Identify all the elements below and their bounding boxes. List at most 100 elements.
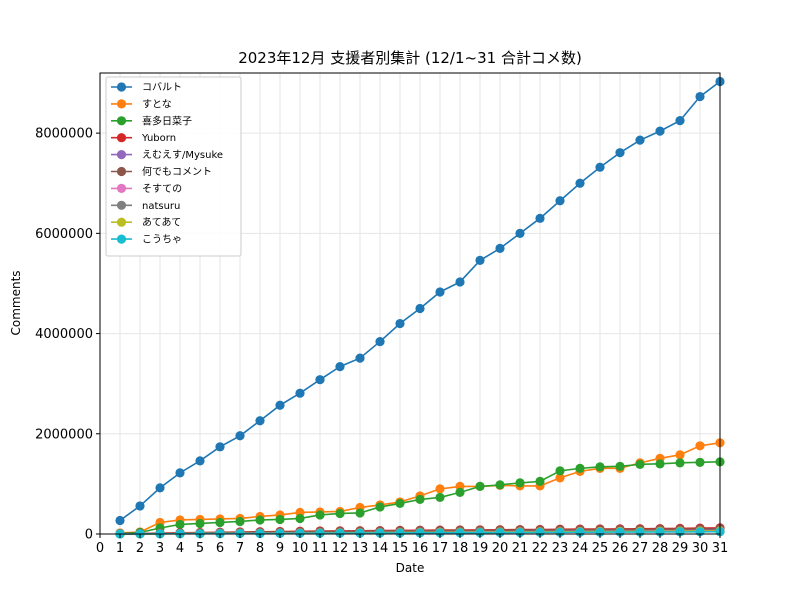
legend-label: こうちゃ [142, 234, 182, 246]
data-point [535, 213, 545, 223]
data-point [155, 483, 165, 493]
legend-entry: natsuru [111, 200, 180, 212]
data-point [195, 518, 205, 529]
data-point [355, 528, 365, 538]
data-point [435, 528, 445, 538]
data-point [695, 441, 705, 451]
data-point [135, 501, 145, 511]
x-tick-label: 26 [612, 541, 629, 556]
data-point [475, 481, 485, 491]
legend-label: すとな [142, 98, 172, 110]
x-tick-label: 9 [276, 541, 284, 556]
data-point [255, 528, 265, 539]
data-point [315, 528, 325, 538]
data-point [395, 498, 405, 509]
x-tick-label: 3 [156, 541, 164, 556]
legend-entry: えむえす/Mysuke [111, 149, 223, 161]
x-tick-label: 23 [552, 541, 569, 556]
data-point [315, 375, 325, 385]
x-tick-label: 8 [256, 541, 264, 556]
y-tick-label: 6000000 [35, 227, 93, 242]
data-point [535, 527, 545, 537]
data-point [495, 527, 505, 538]
legend-entry: あてあて [111, 217, 181, 229]
x-tick-label: 21 [512, 541, 529, 556]
data-point [215, 517, 225, 528]
data-point [655, 126, 665, 136]
data-point [515, 228, 525, 238]
data-point [555, 466, 565, 476]
data-point [375, 502, 385, 512]
y-axis-label: Comments [9, 270, 23, 335]
data-point [415, 528, 425, 538]
x-tick-label: 2 [136, 541, 144, 556]
data-point [495, 480, 505, 490]
legend-marker [116, 150, 127, 160]
x-tick-label: 28 [652, 541, 669, 556]
data-point [555, 473, 565, 483]
x-tick-label: 24 [572, 541, 589, 556]
legend-entry: そすての [111, 183, 182, 195]
legend-entry: 喜多日菜子 [111, 114, 192, 127]
y-tick-label: 4000000 [35, 327, 93, 342]
data-point [435, 492, 445, 503]
legend-marker [116, 116, 127, 126]
legend-label: 喜多日菜子 [142, 114, 192, 127]
x-tick-label: 27 [632, 541, 649, 556]
data-point [275, 400, 285, 410]
legend-label: あてあて [142, 217, 181, 229]
data-point [675, 116, 685, 126]
data-point [235, 431, 245, 441]
data-point [615, 148, 625, 158]
data-point [375, 336, 385, 347]
x-tick-label: 19 [472, 541, 489, 556]
data-point [535, 476, 545, 486]
data-point [435, 484, 445, 494]
data-point [515, 527, 525, 538]
data-point [595, 462, 605, 472]
legend-label: えむえす/Mysuke [142, 149, 223, 161]
data-point [335, 508, 345, 519]
x-tick-label: 14 [372, 541, 389, 556]
data-point [275, 514, 285, 525]
data-point [195, 456, 205, 466]
data-point [555, 196, 565, 206]
data-point [615, 461, 625, 471]
data-point [335, 362, 345, 372]
data-point [475, 255, 485, 266]
x-tick-label: 31 [712, 541, 729, 556]
data-point [295, 388, 305, 398]
legend-marker [116, 99, 127, 109]
data-point [635, 135, 645, 145]
x-tick-label: 29 [672, 541, 689, 556]
data-point [275, 528, 285, 538]
legend-marker [116, 234, 127, 244]
data-point [655, 459, 665, 469]
data-point [295, 528, 305, 538]
legend-marker [116, 82, 127, 92]
data-point [675, 458, 685, 468]
data-point [435, 287, 445, 297]
x-tick-label: 22 [532, 541, 549, 556]
y-tick-label: 8000000 [35, 127, 93, 142]
x-tick-label: 13 [352, 541, 369, 556]
data-point [115, 515, 125, 526]
data-point [475, 528, 485, 538]
data-point [375, 528, 385, 538]
data-point [575, 178, 585, 188]
legend-label: コバルト [142, 82, 182, 94]
data-point [575, 527, 585, 537]
x-tick-label: 16 [412, 541, 429, 556]
data-point [335, 528, 345, 538]
data-point [235, 516, 245, 527]
data-point [455, 487, 465, 498]
data-point [415, 303, 425, 314]
data-point [215, 442, 225, 452]
data-point [295, 513, 305, 524]
legend-box [105, 76, 242, 257]
data-point [595, 162, 605, 172]
legend-marker [116, 166, 127, 177]
data-point [355, 508, 365, 518]
